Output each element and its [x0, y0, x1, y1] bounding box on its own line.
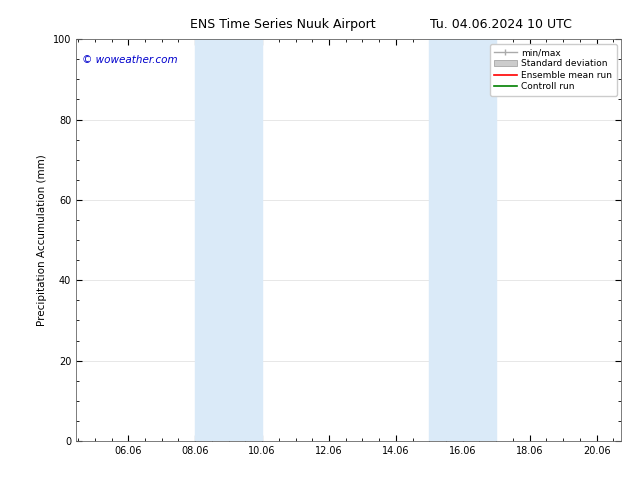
Y-axis label: Precipitation Accumulation (mm): Precipitation Accumulation (mm) [37, 154, 48, 326]
Bar [195, 39, 262, 441]
Text: ENS Time Series Nuuk Airport: ENS Time Series Nuuk Airport [190, 18, 376, 31]
Bar [429, 39, 496, 441]
Legend: min/max, Standard deviation, Ensemble mean run, Controll run: min/max, Standard deviation, Ensemble me… [489, 44, 617, 96]
Text: © woweather.com: © woweather.com [82, 55, 177, 65]
Text: Tu. 04.06.2024 10 UTC: Tu. 04.06.2024 10 UTC [430, 18, 573, 31]
